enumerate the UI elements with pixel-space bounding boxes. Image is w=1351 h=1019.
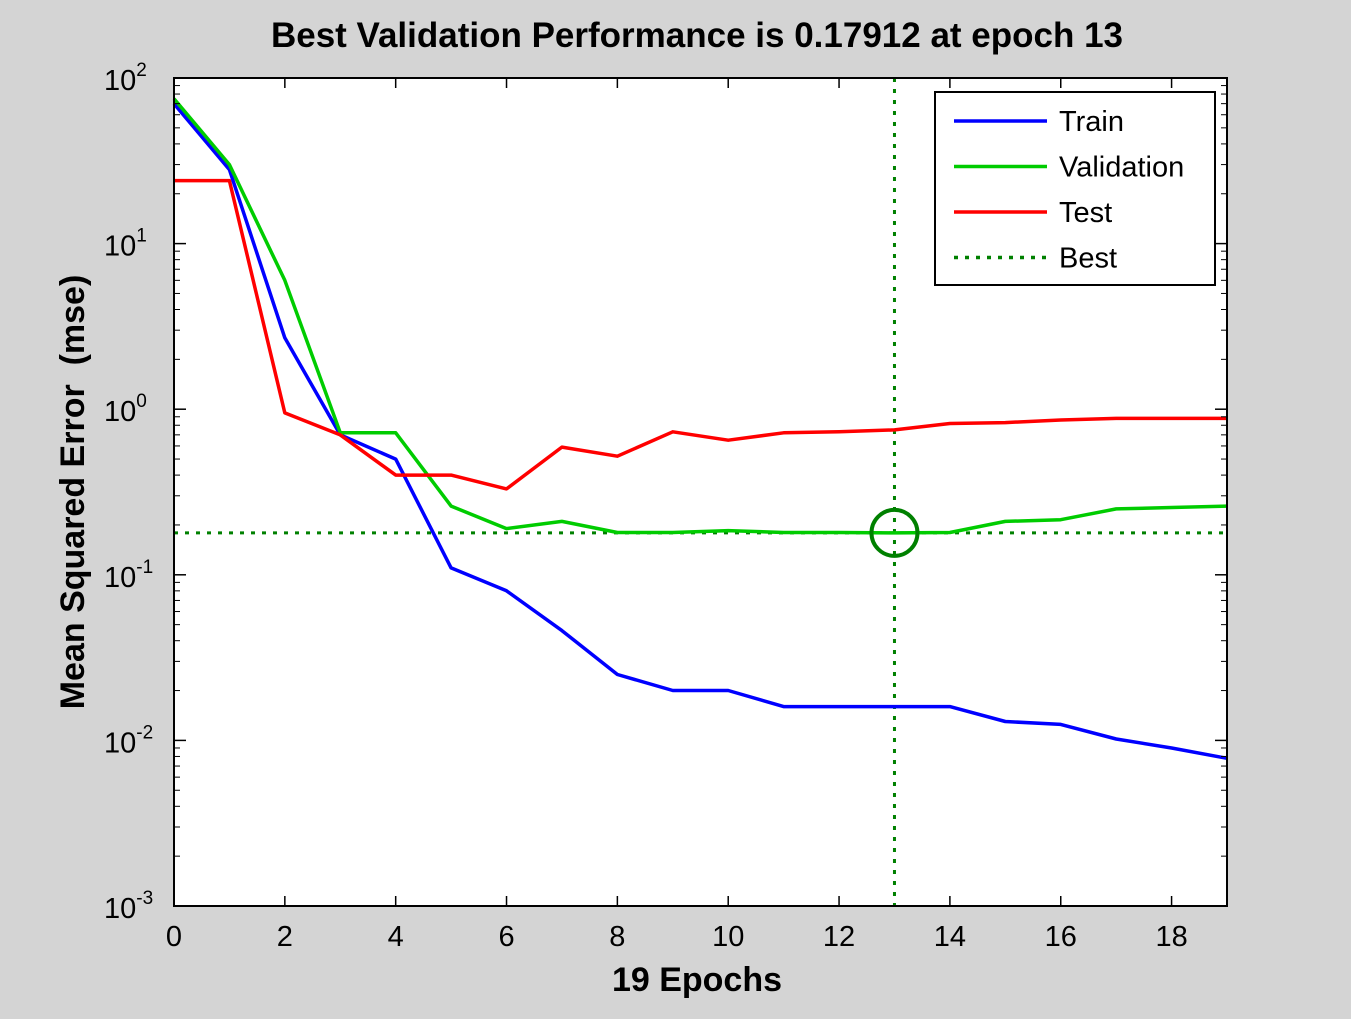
x-tick-label: 18 xyxy=(1155,921,1187,953)
series-line-test xyxy=(174,178,1227,491)
y-tick-label: 100 xyxy=(104,391,147,428)
x-tick-label: 4 xyxy=(388,921,404,953)
legend-box xyxy=(934,91,1216,286)
y-tick-label: 10-3 xyxy=(104,888,153,925)
legend-label-best: Best xyxy=(1059,243,1117,275)
x-tick-label: 16 xyxy=(1045,921,1077,953)
plot-frame xyxy=(173,77,1228,907)
x-tick-label: 6 xyxy=(498,921,514,953)
chart-title: Best Validation Performance is 0.17912 a… xyxy=(271,16,1123,55)
x-tick-label: 0 xyxy=(166,921,182,953)
y-axis-label: Mean Squared Error (mse) xyxy=(54,275,92,710)
y-tick-label: 101 xyxy=(104,226,147,263)
series-line-train xyxy=(172,102,1228,761)
legend-label-train: Train xyxy=(1059,106,1124,138)
y-tick-label: 10-2 xyxy=(104,722,153,759)
series-line-validation xyxy=(172,97,1228,535)
x-tick-label: 2 xyxy=(277,921,293,953)
x-tick-label: 12 xyxy=(823,921,855,953)
best-marker xyxy=(869,507,920,558)
x-tick-label: 8 xyxy=(609,921,625,953)
y-tick-label: 10-1 xyxy=(104,557,153,594)
legend-label-validation: Validation xyxy=(1059,152,1184,184)
x-tick-label: 10 xyxy=(712,921,744,953)
x-axis-label: 19 Epochs xyxy=(612,961,782,999)
x-tick-label: 14 xyxy=(934,921,966,953)
legend: Train Validation Test Best xyxy=(934,91,1216,286)
legend-label-test: Test xyxy=(1059,197,1112,229)
y-tick-label: 102 xyxy=(104,60,147,97)
